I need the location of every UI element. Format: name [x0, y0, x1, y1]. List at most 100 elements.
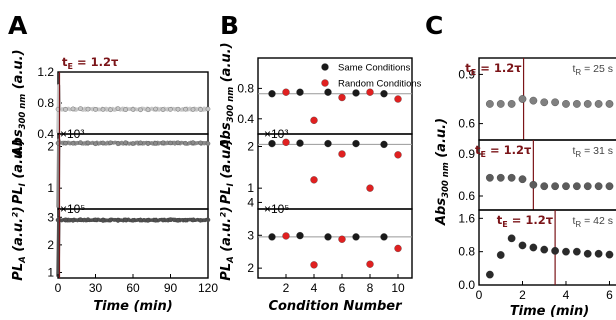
panel-a-point — [160, 140, 166, 146]
panel-c-point — [486, 100, 494, 108]
panel-a-point — [85, 217, 91, 222]
panel-a-point — [93, 107, 98, 112]
panel-b-point — [324, 233, 332, 241]
panel-b-multiplier-2: ×10³ — [264, 127, 288, 141]
panel-c-point — [583, 182, 592, 191]
panel-a-point — [108, 107, 113, 113]
panel-c-ytick-label: 0.0 — [458, 278, 475, 292]
panel-a-point — [183, 217, 188, 223]
panel-a-point — [160, 217, 166, 223]
panel-a-point — [100, 218, 106, 223]
panel-a-point — [198, 140, 203, 146]
panel-c-annotation-2: tE = 1.2τ — [475, 143, 532, 159]
panel-a-point — [153, 140, 158, 146]
panel-b-point — [282, 88, 290, 96]
panel-a-point — [168, 217, 173, 222]
panel-a-point — [100, 107, 106, 112]
panel-a-point — [63, 140, 68, 146]
panel-c-point — [529, 180, 538, 189]
panel-c-point — [573, 100, 581, 108]
panel-c-point — [529, 96, 538, 105]
panel-a-point — [145, 141, 151, 146]
panel-c-tr-label-2: tR = 31 s — [572, 145, 613, 159]
panel-c-point — [594, 249, 603, 258]
panel-b-legend-label: Random Conditions — [338, 79, 422, 90]
panel-a-point — [145, 107, 151, 113]
panel-a-ytick-label: 2 — [47, 238, 54, 252]
panel-c-ytick-label: 0.9 — [458, 67, 475, 81]
panel-a-xtick-label: 30 — [89, 281, 103, 295]
panel-c-point — [551, 182, 559, 191]
panel-a-ylabel-2: PLI (a.u.) — [11, 139, 28, 204]
panel-a-point — [93, 217, 98, 223]
panel-b-point — [366, 260, 374, 268]
panel-a-point — [160, 107, 166, 112]
panel-b-ytick-label: 4 — [247, 195, 254, 209]
panel-b-xtick-label: 8 — [367, 281, 374, 295]
panel-b-point — [296, 231, 304, 240]
panel-b-frame-3 — [257, 208, 413, 279]
panel-c-point — [605, 250, 614, 259]
panel-a-point — [70, 106, 76, 112]
panel-a-point — [78, 106, 83, 111]
panel-c-annotation-1: tE = 1.2τ — [465, 61, 522, 77]
panel-a-ytick-label: 0.4 — [37, 127, 54, 141]
panel-b-ylabel-1: Abs300 nm (a.u.) — [219, 42, 236, 150]
panel-b-point — [282, 138, 290, 146]
panel-b-ylabel-3: PLA (a.u.²) — [219, 206, 236, 280]
panel-b-point — [380, 90, 388, 98]
panel-b-point — [324, 88, 332, 96]
panel-a-point — [70, 218, 76, 223]
panel-c-ytick-label: 0.6 — [458, 117, 475, 131]
panel-b-point — [366, 184, 374, 192]
panel-c-point — [594, 182, 603, 191]
panel-c-point — [529, 243, 538, 252]
panel-a-multiplier-2: ×10³ — [60, 127, 84, 141]
panel-b-xtick-label: 6 — [339, 281, 346, 295]
panel-a-point — [93, 141, 98, 147]
panel-a-letter: A — [8, 11, 28, 40]
panel-b-point — [394, 95, 402, 103]
panel-a-xtick-label: 60 — [126, 281, 140, 295]
panel-a-point — [205, 106, 211, 112]
panel-b-point — [366, 88, 374, 96]
panel-a: A 0.4 0.8 1.2 Abs300 nm (a.u.) 1 2 ×10³ PLI (a.u… — [8, 11, 218, 314]
panel-b-point — [394, 151, 402, 159]
panel-c-point — [583, 249, 592, 258]
panel-c-tr-label-1: tR = 25 s — [572, 63, 613, 77]
panel-a-point — [78, 140, 83, 145]
panel-c-xtick-label: 4 — [563, 288, 570, 302]
panel-a-point — [115, 141, 121, 147]
panel-b-point — [338, 93, 346, 102]
panel-a-xtick-label: 90 — [164, 281, 178, 295]
panel-a-point — [85, 140, 91, 146]
panel-c-ytick-label: 0.6 — [458, 189, 475, 203]
panel-b-point — [268, 90, 276, 98]
panel-b-point — [338, 235, 346, 243]
panel-a-point — [190, 217, 196, 223]
panel-b-point — [380, 140, 388, 149]
panel-a-point — [205, 141, 211, 146]
panel-a-annotation: tE = 1.2τ — [62, 55, 119, 71]
panel-c-point — [583, 100, 592, 108]
panel-a-point — [138, 140, 143, 146]
panel-b-legend-marker — [321, 63, 329, 71]
panel-c-point — [540, 98, 549, 107]
panel-b-ylabel-2: PLI (a.u.) — [219, 139, 236, 204]
panel-c-xtick-label: 0 — [476, 288, 483, 302]
panel-b-legend-label: Same Conditions — [338, 63, 411, 74]
panel-a-multiplier-3: ×10⁵ — [60, 202, 85, 216]
panel-c-point — [562, 247, 570, 256]
panel-b-legend-marker — [321, 79, 329, 87]
panel-c-point — [507, 100, 516, 108]
panel-c-ytick-label: 1.6 — [458, 211, 475, 225]
panel-a-ytick-label: 1 — [47, 265, 54, 279]
panel-a-point — [123, 107, 128, 112]
panel-a-point — [70, 141, 76, 146]
panel-a-ytick-label: 1 — [47, 181, 54, 195]
panel-c-point — [573, 182, 581, 191]
panel-a-point — [153, 106, 158, 112]
panel-a-point — [198, 218, 203, 223]
